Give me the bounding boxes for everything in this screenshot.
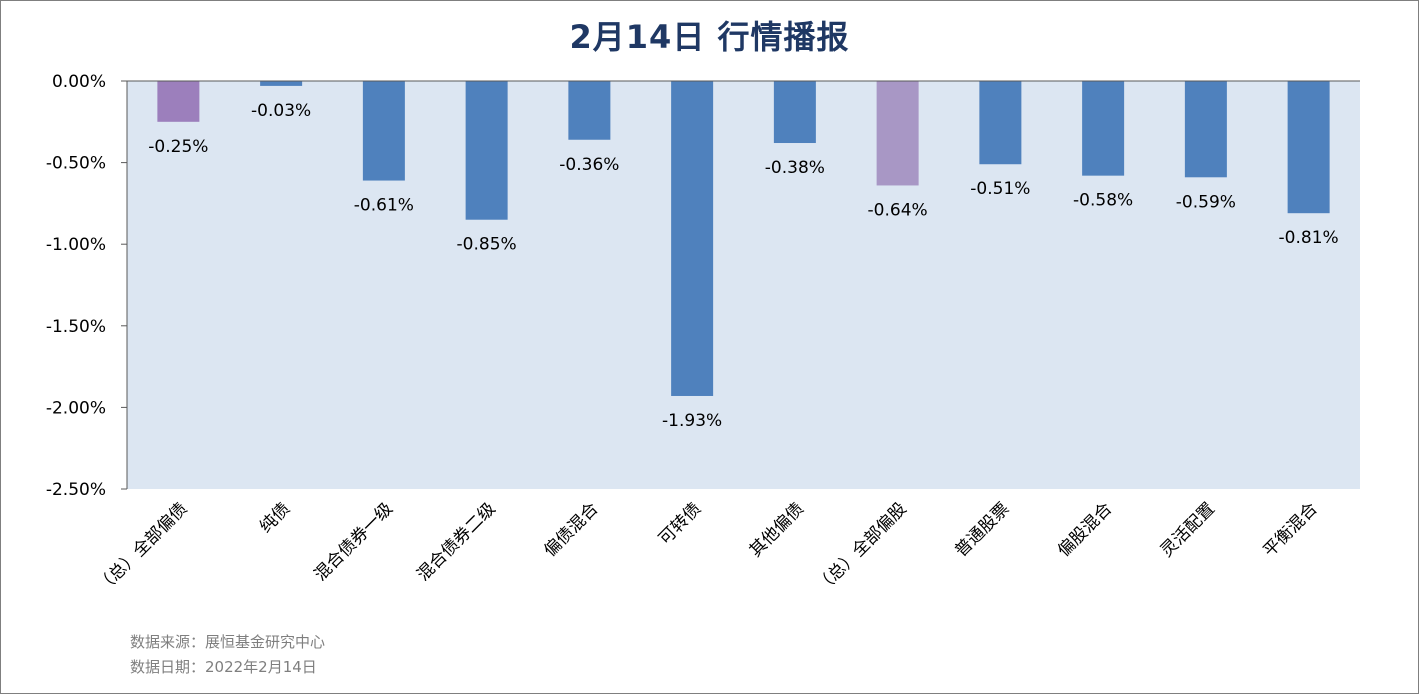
- plot-area: [127, 81, 1360, 489]
- bar: [362, 81, 405, 181]
- data-label: -0.59%: [1176, 192, 1236, 212]
- bar: [157, 81, 200, 122]
- data-date-note: 数据日期：2022年2月14日: [130, 658, 317, 676]
- x-tick-label: 偏股混合: [1054, 499, 1116, 561]
- data-label: -0.85%: [457, 235, 517, 255]
- x-tick-label: 纯债: [256, 499, 294, 537]
- x-tick-label: 其他偏债: [746, 499, 808, 561]
- data-label: -1.93%: [662, 411, 722, 431]
- data-label: -0.64%: [868, 200, 928, 220]
- bar: [979, 81, 1022, 165]
- bar: [671, 81, 714, 396]
- bar: [1287, 81, 1330, 214]
- x-tick-label: 普通股票: [951, 499, 1013, 561]
- bar: [568, 81, 611, 140]
- data-label: -0.03%: [251, 101, 311, 121]
- data-source-note: 数据来源：展恒基金研究中心: [130, 633, 326, 651]
- y-tick-label: -0.50%: [46, 154, 106, 174]
- y-tick-label: -1.00%: [46, 235, 106, 255]
- data-label: -0.51%: [970, 179, 1030, 199]
- y-tick-label: -2.00%: [46, 398, 106, 418]
- x-tick-label: 混合债券一级: [311, 499, 397, 585]
- y-tick-label: -1.50%: [46, 317, 106, 337]
- y-tick-label: 0.00%: [52, 72, 106, 92]
- x-tick-label: 偏债混合: [540, 499, 602, 561]
- bar: [1184, 81, 1227, 178]
- bar: [876, 81, 919, 186]
- chart-title: 2月14日 行情播报: [569, 18, 850, 56]
- bar: [1082, 81, 1125, 176]
- data-label: -0.58%: [1073, 191, 1133, 211]
- x-tick-label: 灵活配置: [1157, 499, 1219, 561]
- data-label: -0.25%: [148, 137, 208, 157]
- bar: [773, 81, 816, 144]
- data-label: -0.36%: [559, 155, 619, 175]
- x-tick-label: （总）全部偏股: [812, 499, 910, 597]
- bar: [465, 81, 508, 220]
- data-label: -0.81%: [1279, 228, 1339, 248]
- x-tick-label: 可转债: [655, 499, 705, 549]
- bar: [260, 81, 303, 86]
- data-label: -0.61%: [354, 196, 414, 216]
- data-label: -0.38%: [765, 158, 825, 178]
- x-tick-label: （总）全部偏债: [93, 499, 191, 597]
- x-tick-label: 混合债券二级: [413, 499, 499, 585]
- y-tick-label: -2.50%: [46, 480, 106, 500]
- x-tick-label: 平衡混合: [1259, 499, 1321, 561]
